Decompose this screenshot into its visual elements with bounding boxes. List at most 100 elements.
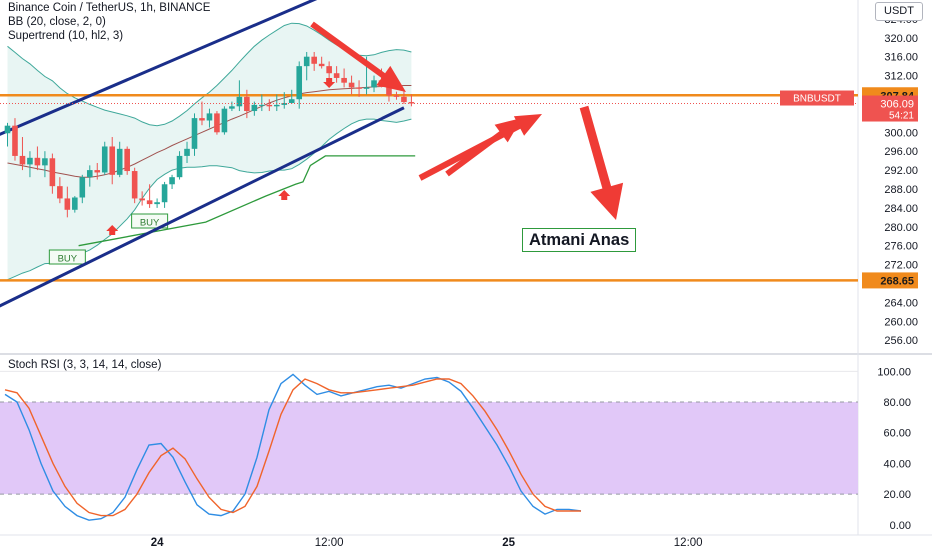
stoch-rsi-legend[interactable]: Stoch RSI (3, 3, 14, 14, close) [8,359,162,371]
candle [273,94,280,112]
candle [303,51,310,81]
time-tick-label: 12:00 [315,537,344,549]
candle [124,146,130,175]
candle [221,106,228,135]
stoch-tick-label: 20.00 [883,489,911,501]
candle-body [259,104,265,106]
candle-body [281,103,288,105]
candle-body [94,170,101,173]
supertrend-line [78,155,416,247]
candle-body [176,155,183,178]
candle-body [49,158,56,187]
candle [169,174,175,189]
stoch-tick-label: 80.00 [883,397,911,409]
price-tick-label: 296.00 [884,146,918,158]
candle-body [131,171,138,199]
candle [206,108,213,128]
level-price-badge [862,272,918,289]
candle [191,113,198,156]
currency-button[interactable]: USDT [875,2,923,21]
candle [348,75,355,95]
candle [64,186,71,218]
candle-body [326,66,332,74]
candle [101,141,108,175]
candle [146,184,153,208]
candle-body [288,99,295,104]
candle-body [236,96,243,107]
price-tick-label: 320.00 [884,33,918,45]
candle-body [124,148,130,172]
candle-body [318,63,325,67]
candle [199,101,205,126]
candle-body [109,146,116,175]
candle-body [169,177,175,185]
candle [139,191,145,206]
candle-body [341,77,347,83]
candle-body [206,113,213,121]
bar-countdown-label: 54:21 [889,111,914,122]
candle-body [72,197,78,210]
candle [72,196,78,213]
candle [4,122,11,147]
last-price-label: 306.09 [880,99,914,111]
candle-body [408,102,415,104]
candle [408,94,415,107]
price-tick-label: 300.00 [884,127,918,139]
bb-indicator-legend[interactable]: BB (20, close, 2, 0) [8,16,106,28]
candle-body [371,80,377,88]
last-price-badge [862,95,918,122]
candle [259,94,265,112]
candle [401,89,407,104]
candle-body [101,146,108,173]
candle-body [303,56,310,67]
time-tick-label: 24 [151,537,164,549]
candle [333,66,340,83]
candle [266,99,273,112]
price-tick-label: 288.00 [884,184,918,196]
stoch-tick-label: 40.00 [883,458,911,470]
candle-body [333,73,340,78]
candle [116,141,123,178]
candle-body [146,200,153,205]
candle-body [266,104,273,107]
candle [131,167,138,204]
arrow-annotation [579,105,624,220]
bb-basis-line [7,85,412,178]
bb-fill [7,23,412,280]
candle-body [401,96,407,103]
price-tick-label: 280.00 [884,222,918,234]
candle [34,146,41,171]
symbol-title: Binance Coin / TetherUS, 1h, BINANCE [8,2,211,14]
candle-body [199,118,205,121]
symbol-tag-label: BNBUSDT [793,94,841,105]
author-tag: Atmani Anas [522,228,637,252]
candle [214,111,220,135]
candle-body [27,157,33,165]
candle-body [86,170,93,178]
candle [109,137,116,185]
candle [79,174,86,204]
buy-signal-label: BUY [58,254,78,265]
stoch-tick-label: 0.00 [890,520,911,532]
candle [42,151,48,178]
candle-body [139,198,145,201]
candle [341,68,347,88]
price-tick-label: 260.00 [884,316,918,328]
price-tick-label: 264.00 [884,297,918,309]
stoch-tick-label: 100.00 [877,366,911,378]
price-tick-label: 272.00 [884,260,918,272]
candle-body [191,118,198,149]
candle [86,165,93,187]
candle [288,89,295,104]
candle-body [273,104,280,107]
time-tick-label: 25 [502,537,515,549]
trend-channel-line [0,0,318,136]
candle [236,80,243,112]
supertrend-indicator-legend[interactable]: Supertrend (10, hl2, 3) [8,30,124,42]
candle [49,153,56,194]
stoch-band [0,402,858,495]
candle-body [214,113,220,133]
candle-body [296,66,303,100]
